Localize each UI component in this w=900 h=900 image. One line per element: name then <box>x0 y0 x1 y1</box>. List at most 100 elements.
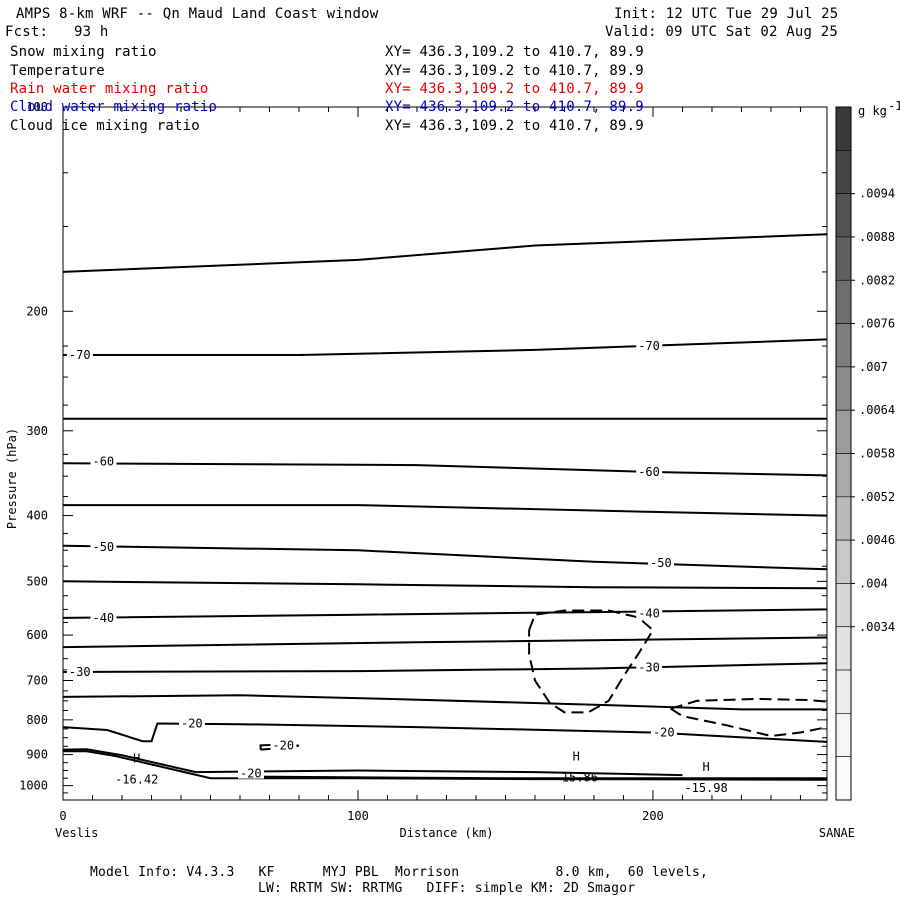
colorbar-label: .0046 <box>859 533 895 547</box>
snow-mixing-ratio-contour <box>670 697 828 710</box>
colorbar-swatch <box>835 669 852 714</box>
colorbar-swatch <box>835 453 852 498</box>
right-endpoint-label: SANAE <box>819 826 855 840</box>
colorbar-swatch <box>835 756 852 801</box>
contour-label-bg <box>66 663 93 677</box>
contour-label-bg <box>636 337 663 351</box>
isotherm-label: -20 <box>181 717 203 731</box>
model-physics: LW: RRTM SW: RRTMG DIFF: simple KM: 2D S… <box>258 881 636 896</box>
extremum-marker: H <box>133 752 140 766</box>
colorbar-unit: g kg <box>858 104 887 118</box>
colorbar-unit-exponent: -1 <box>888 99 900 113</box>
y-tick-label: 400 <box>26 509 48 523</box>
isotherm-contour <box>63 338 828 356</box>
field-xy-temperature: XY= 436.3,109.2 to 410.7, 89.9 <box>385 63 644 79</box>
isotherm-label: -60 <box>92 455 114 469</box>
colorbar-label: .0094 <box>859 187 895 201</box>
colorbar-swatch <box>835 236 852 281</box>
y-tick-label: 100 <box>26 100 48 114</box>
x-tick-label: 0 <box>59 809 66 823</box>
extremum-marker: H <box>702 760 709 774</box>
colorbar-swatch <box>835 583 852 628</box>
isotherm-label: -50 <box>92 540 114 554</box>
extremum-marker: H <box>573 749 580 763</box>
isotherm-contour <box>62 748 683 777</box>
field-xy-cloud-ice: XY= 436.3,109.2 to 410.7, 89.9 <box>385 118 644 134</box>
snow-mixing-ratio-contour <box>528 609 655 714</box>
contour-label-bg <box>270 737 297 751</box>
valid-time: Valid: 09 UTC Sat 02 Aug 25 <box>605 24 838 40</box>
field-name-snow: Snow mixing ratio <box>10 44 157 60</box>
colorbar-label: .0082 <box>859 273 895 287</box>
y-tick-label: 800 <box>26 713 48 727</box>
colorbar-swatch <box>835 409 852 454</box>
colorbar-label: .0064 <box>859 403 895 417</box>
isotherm-contour <box>62 662 828 673</box>
contour-label-bg <box>90 453 117 467</box>
y-tick-label: 900 <box>26 748 48 762</box>
contour-label-bg <box>237 765 264 779</box>
colorbar-label: .004 <box>859 576 888 590</box>
contour-label-bg <box>636 463 663 477</box>
model-info: Model Info: V4.3.3 KF MYJ PBL Morrison 8… <box>90 865 709 880</box>
isotherm-contour <box>62 694 827 711</box>
colorbar-swatch <box>835 366 852 411</box>
isotherm-contour <box>62 580 828 590</box>
isotherm-contour <box>62 608 828 619</box>
field-xy-snow: XY= 436.3,109.2 to 410.7, 89.9 <box>385 44 644 60</box>
contour-label-bg <box>90 538 117 552</box>
isotherm-label: -20 <box>240 767 262 781</box>
isotherm-label: -70 <box>69 348 91 362</box>
contour-label-bg <box>178 715 205 729</box>
plot-frame <box>62 106 828 801</box>
snow-mixing-ratio-contour <box>670 707 828 738</box>
contour-label-bg <box>90 609 117 623</box>
isotherm-contour <box>63 504 828 517</box>
colorbar-label: .0076 <box>859 317 895 331</box>
isotherm-label: -40 <box>638 607 660 621</box>
colorbar-swatch <box>835 193 852 238</box>
field-name-temperature: Temperature <box>10 63 105 79</box>
isotherm-contour <box>63 750 828 781</box>
contour-label-bg <box>636 659 663 673</box>
y-tick-label: 700 <box>26 674 48 688</box>
field-name-cloud-water: Cloud water mixing ratio <box>10 99 218 115</box>
forecast-hour: Fcst: 93 h <box>5 24 109 40</box>
contour-label-bg <box>650 724 677 738</box>
isotherm-contour <box>62 722 828 743</box>
contour-label-bg <box>636 605 663 619</box>
colorbar-swatch <box>835 713 852 757</box>
colorbar-label: .0088 <box>859 230 895 244</box>
y-tick-label: 300 <box>26 424 48 438</box>
colorbar-swatch <box>835 626 852 671</box>
colorbar-swatch <box>835 539 852 584</box>
contour-label-bg <box>66 347 93 361</box>
isotherm-contour <box>62 462 828 477</box>
colorbar-swatch <box>835 150 852 194</box>
extremum-value: -15.98 <box>684 781 727 795</box>
contour-label-bg <box>648 555 675 569</box>
y-tick-label: 1000 <box>19 779 48 793</box>
isotherm-label: -40 <box>92 611 114 625</box>
colorbar-label: .0052 <box>859 490 895 504</box>
isotherm-label: -20 <box>653 725 675 739</box>
isotherm-label: -60 <box>638 465 660 479</box>
init-time: Init: 12 UTC Tue 29 Jul 25 <box>614 6 839 22</box>
y-tick-label: 200 <box>26 304 48 318</box>
colorbar-swatch <box>835 106 852 151</box>
field-name-rain: Rain water mixing ratio <box>10 81 209 97</box>
field-name-cloud-ice: Cloud ice mixing ratio <box>10 118 200 134</box>
x-tick-label: 100 <box>347 809 369 823</box>
isotherm-label: -50 <box>650 556 672 570</box>
colorbar-label: .0058 <box>859 447 895 461</box>
y-tick-label: 500 <box>26 574 48 588</box>
x-tick-label: 200 <box>642 809 664 823</box>
isotherm-label: -30 <box>638 661 660 675</box>
colorbar-swatch <box>835 323 852 368</box>
y-tick-label: 600 <box>26 628 48 642</box>
left-endpoint-label: Veslis <box>55 826 98 840</box>
isotherm-contour <box>239 775 827 780</box>
colorbar-label: .0034 <box>859 620 895 634</box>
field-xy-cloud-water: XY= 436.3,109.2 to 410.7, 89.9 <box>385 99 644 115</box>
